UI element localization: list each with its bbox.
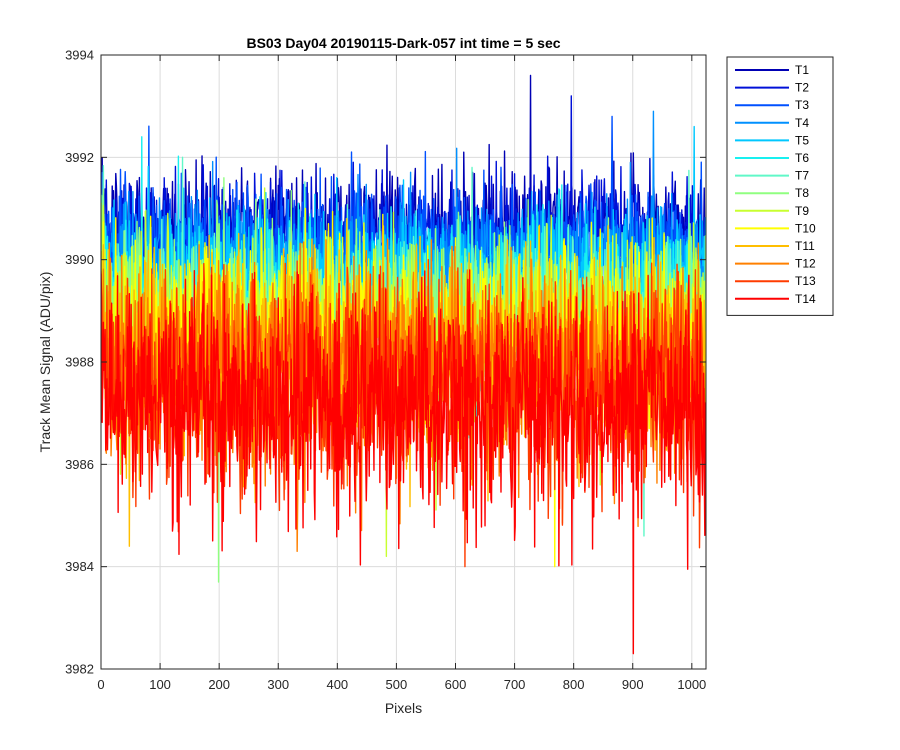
x-tick-label: 900 [622,677,644,692]
legend-label-t7: T7 [795,169,809,183]
legend-label-t6: T6 [795,151,809,165]
legend-label-t1: T1 [795,63,809,77]
y-tick-label: 3982 [65,662,94,677]
x-tick-label: 1000 [677,677,706,692]
y-tick-label: 3988 [65,355,94,370]
x-tick-label: 200 [208,677,230,692]
legend-label-t3: T3 [795,98,809,112]
legend-label-t10: T10 [795,221,816,235]
x-tick-label: 800 [563,677,585,692]
legend-label-t12: T12 [795,257,816,271]
y-tick-label: 3994 [65,48,94,63]
legend-label-t2: T2 [795,81,809,95]
legend-label-t11: T11 [795,239,815,253]
x-tick-label: 0 [97,677,104,692]
x-tick-label: 500 [386,677,408,692]
y-tick-label: 3986 [65,457,94,472]
series-group [101,74,706,655]
legend-label-t8: T8 [795,186,809,200]
x-tick-label: 100 [149,677,171,692]
x-tick-label: 300 [267,677,289,692]
x-tick-label: 700 [504,677,526,692]
legend-box [726,56,834,316]
x-tick-label: 400 [326,677,348,692]
x-ticks: 0 100 200 300 400 500 600 700 800 900 1000 [97,55,706,692]
legend-label-t5: T5 [795,133,809,147]
legend: T1 T2 T3 T4 T5 T6 T7 T8 T9 T10 T11 T12 T13 T14 [726,56,834,316]
y-ticks: 3982 3984 3986 3988 3990 3992 3994 [65,48,706,677]
series-line-t14 [101,269,706,655]
x-axis-label: Pixels [385,700,422,716]
chart-title: BS03 Day04 20190115-Dark-057 int time = … [246,35,560,51]
legend-label-t9: T9 [795,204,809,218]
y-tick-label: 3984 [65,559,94,574]
legend-label-t4: T4 [795,116,809,130]
y-tick-label: 3992 [65,150,94,165]
y-tick-label: 3990 [65,252,94,267]
legend-label-t14: T14 [795,292,816,306]
legend-label-t13: T13 [795,274,816,288]
x-tick-label: 600 [445,677,467,692]
y-axis-label: Track Mean Signal (ADU/pix) [37,272,53,453]
